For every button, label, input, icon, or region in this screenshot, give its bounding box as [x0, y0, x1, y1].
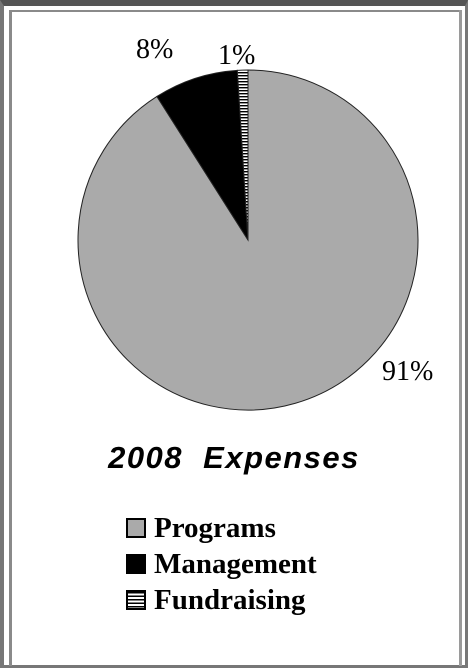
inner-frame-left	[9, 10, 12, 666]
legend-item-fundraising: Fundraising	[126, 582, 317, 618]
legend-item-management: Management	[126, 546, 317, 582]
legend-label-management: Management	[154, 547, 317, 580]
pie-slice-fundraising	[236, 69, 249, 241]
chart-title: 2008 Expenses	[108, 440, 360, 475]
legend: Programs Management Fundraising	[126, 510, 317, 618]
legend-swatch-management	[126, 554, 146, 574]
slice-label-management: 8%	[136, 34, 174, 65]
slice-label-programs: 91%	[382, 356, 434, 387]
pie-slice-programs	[77, 69, 419, 411]
legend-swatch-fundraising	[126, 590, 146, 610]
slice-label-fundraising: 1%	[218, 40, 256, 71]
legend-item-programs: Programs	[126, 510, 317, 546]
inner-frame-top	[12, 10, 462, 12]
inner-frame-right	[459, 10, 462, 666]
legend-swatch-programs	[126, 518, 146, 538]
legend-label-programs: Programs	[154, 511, 276, 544]
legend-label-fundraising: Fundraising	[154, 583, 306, 616]
